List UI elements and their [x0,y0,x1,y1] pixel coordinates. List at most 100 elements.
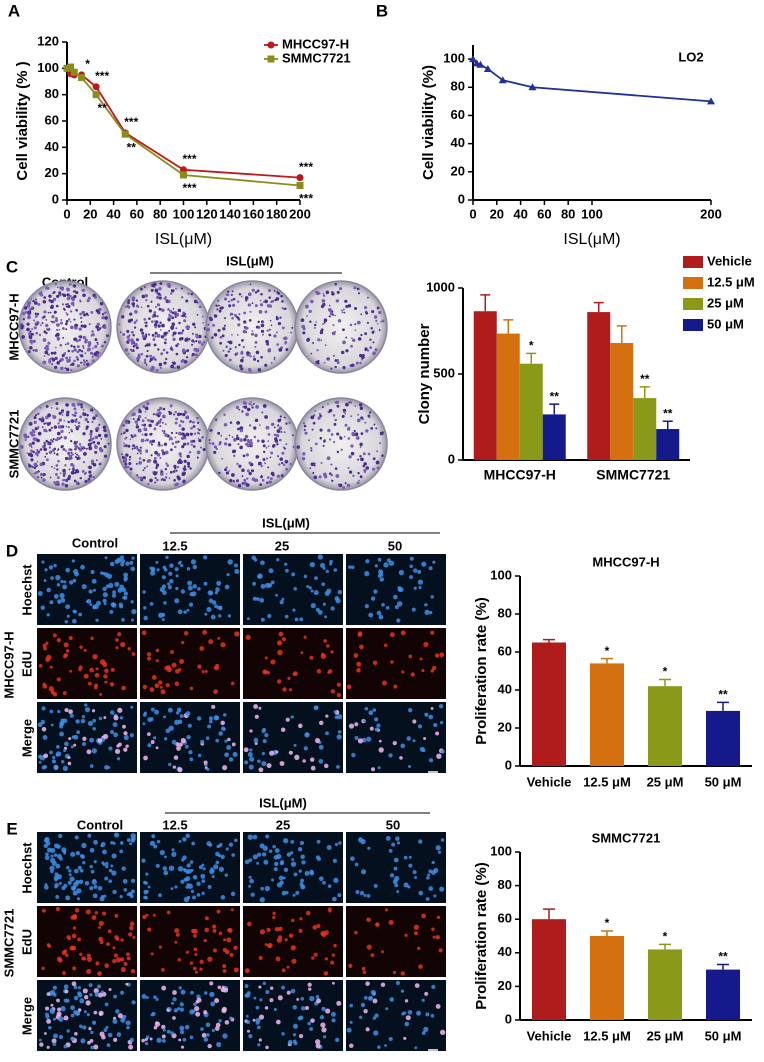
x-tick-label: 0 [469,206,476,221]
cell [112,590,116,594]
colony [145,299,147,301]
colony [136,463,138,465]
colony [165,468,167,470]
colony [74,472,76,474]
cell [179,986,182,989]
colony [67,421,70,424]
cell [316,998,321,1003]
cell [412,719,416,723]
column-label: 25 [276,817,290,832]
colony [372,351,376,355]
cell [123,748,127,752]
cell [215,587,220,592]
cell [193,1002,197,1006]
colony [183,443,186,446]
colony [226,346,228,348]
colony [20,445,24,449]
cell [291,572,295,576]
cell [263,860,268,865]
colony [138,410,142,414]
cell [84,1010,87,1013]
cell [209,981,213,985]
cell [172,990,177,995]
colony [337,361,340,364]
colony [134,447,136,449]
colony [315,443,318,446]
colony [202,322,204,324]
x-tick-label: 12.5 μM [583,774,631,789]
colony [198,439,201,442]
colony [312,342,314,344]
cell [161,613,165,617]
colony [53,298,56,301]
colony [182,438,184,440]
cell [347,684,352,689]
colony [331,292,334,295]
cell [122,866,126,870]
colony [78,455,80,457]
cell [269,568,274,573]
colony [333,414,335,416]
colony [94,444,96,446]
cell [333,944,337,948]
colony [47,443,49,445]
cell [210,1001,215,1006]
colony [319,429,322,432]
colony [59,344,62,347]
colony [41,419,45,423]
colony [256,326,259,329]
colony [128,462,131,465]
colony [314,465,316,467]
cell [163,566,167,570]
colony [60,319,62,321]
colony [45,332,47,334]
cell [270,660,275,665]
colony [74,348,77,351]
colony [302,452,305,455]
cell [73,886,76,889]
colony [215,305,217,307]
cell [113,722,118,727]
colony [70,310,72,312]
cell [56,745,60,749]
cell [166,683,170,687]
cell [234,569,239,574]
colony [344,300,347,303]
cell [396,890,399,893]
cell [436,935,440,939]
colony [90,352,93,355]
colony [162,422,164,424]
colony [359,362,361,364]
cell [154,710,159,715]
cell [174,885,177,888]
colony [283,463,286,466]
colony [225,438,228,441]
cell [234,967,239,972]
colony [266,482,268,484]
colony [147,305,150,308]
cell [41,606,45,610]
cell [393,971,396,974]
cell [306,585,309,588]
cell [211,615,216,620]
colony [30,449,33,452]
colony [229,341,233,345]
colony [372,341,374,343]
colony [182,421,184,423]
colony [43,441,46,444]
cell [376,724,380,728]
cell [231,892,235,896]
cell [228,559,233,564]
colony [281,452,284,455]
colony [79,313,82,316]
colony [39,463,42,466]
colony [178,452,181,455]
cell [120,895,123,898]
colony [218,329,221,332]
colony [246,483,250,487]
cell [436,845,441,850]
cell [314,576,318,580]
colony [88,478,90,480]
colony [44,444,46,446]
colony [71,362,74,365]
